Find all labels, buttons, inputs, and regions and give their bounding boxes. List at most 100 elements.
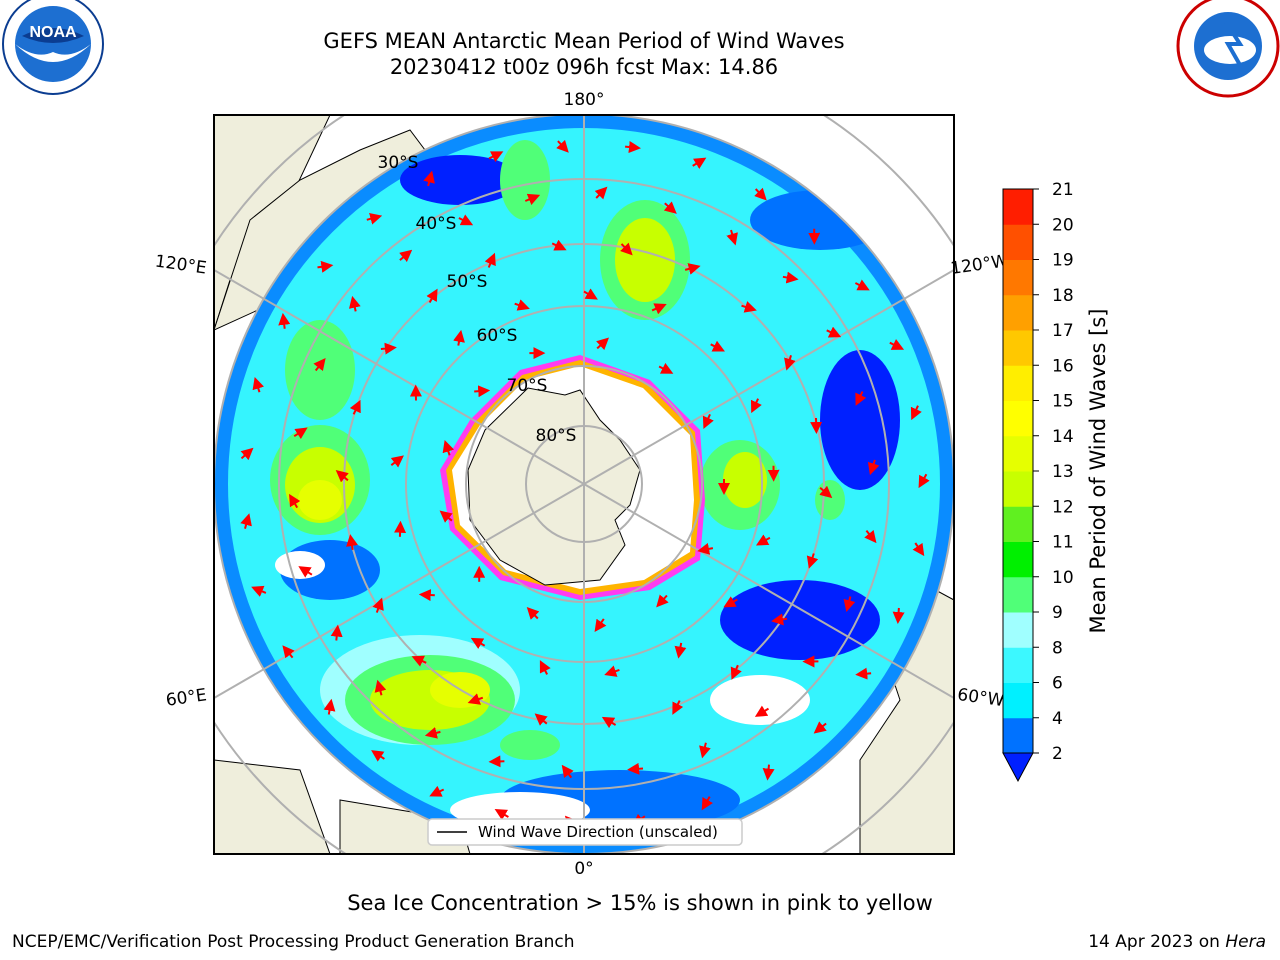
colorbar-tick-label: 11 (1052, 533, 1074, 553)
colorbar-tick-label: 4 (1052, 709, 1063, 729)
wind-wave-arrow (298, 566, 313, 578)
wind-wave-arrow (910, 405, 922, 421)
wind-wave-arrow (374, 679, 387, 696)
wind-wave-arrow (855, 667, 872, 680)
wind-wave-arrow (458, 214, 474, 226)
land-africa (214, 759, 331, 854)
colorbar-tick-label: 10 (1052, 568, 1074, 588)
wind-wave-arrow (467, 693, 484, 705)
wind-wave-arrow (624, 141, 641, 153)
wind-wave-arrow (289, 493, 301, 509)
colorbar-cell (1003, 471, 1033, 507)
wind-wave-arrow (701, 796, 713, 811)
wind-wave-arrow (539, 660, 551, 675)
colorbar-cell (1003, 612, 1033, 648)
wind-wave-arrow (594, 618, 607, 632)
colorbar-cell (1003, 189, 1033, 225)
colorbar-tick-label: 15 (1052, 392, 1074, 412)
wind-wave-arrow (658, 362, 674, 374)
colorbar: 2 4 6 8 9 10 11 12 13 14 15 16 17 18 19 20 21 Mean Perio… (1002, 180, 1110, 783)
lon-label-0: 0° (574, 859, 593, 879)
wind-wave-arrow (771, 613, 788, 626)
credit-right: 14 Apr 2023 on Hera (1088, 932, 1266, 952)
wind-wave-arrow (439, 510, 453, 523)
colorbar-tick-label: 17 (1052, 321, 1074, 341)
wind-wave-arrow (702, 413, 714, 429)
colorbar-cell (1003, 294, 1033, 331)
wind-wave-arrow (488, 151, 504, 163)
wind-wave-arrow (867, 459, 880, 476)
sea-ice-note: Sea Ice Concentration > 15% is shown in … (347, 891, 933, 915)
wind-wave-arrow (604, 665, 620, 677)
colorbar-tick-label: 2 (1052, 744, 1063, 764)
colorbar-label: Mean Period of Wind Waves [s] (1086, 309, 1110, 634)
colorbar-cell (1003, 647, 1033, 683)
wind-wave-arrow (514, 299, 530, 311)
wind-wave-arrow (892, 607, 905, 624)
wind-wave-arrow (583, 288, 598, 300)
wind-wave-arrow (323, 698, 336, 715)
wind-wave-arrow (594, 186, 608, 200)
wind-wave-arrow (426, 288, 438, 303)
wind-wave-arrow (317, 260, 334, 273)
wind-wave-arrow (854, 279, 870, 291)
wind-wave-arrow (663, 201, 677, 214)
colorbar-tick-label: 20 (1052, 215, 1074, 235)
wind-wave-arrow (534, 713, 548, 726)
colorbar-tick-label: 18 (1052, 286, 1074, 306)
lat-label-80s: 80°S (536, 426, 577, 446)
wind-wave-arrow (754, 187, 767, 201)
wind-wave-arrow (526, 606, 540, 620)
wind-wave-arrow (282, 645, 295, 659)
colorbar-tick-label: 16 (1052, 356, 1074, 376)
lon-label-180: 180° (564, 90, 605, 110)
wind-wave-arrow (252, 376, 265, 393)
wind-wave-arrow (556, 139, 569, 153)
wind-wave-arrow (782, 271, 799, 284)
colorbar-tick-label: 6 (1052, 674, 1063, 694)
colorbar-tick-label: 9 (1052, 603, 1063, 623)
wind-wave-arrow (730, 664, 742, 680)
wind-wave-arrow (453, 329, 465, 346)
wind-wave-arrow (723, 596, 738, 608)
lon-label-120w: 120°W (949, 251, 1009, 279)
wind-wave-arrow (390, 455, 404, 468)
credit-date: 14 Apr 2023 on (1088, 932, 1226, 952)
colorbar-cell (1003, 576, 1033, 613)
wind-wave-arrow (494, 808, 509, 821)
wind-wave-arrow (278, 312, 291, 329)
lon-label-60e: 60°E (165, 685, 208, 710)
wind-wave-arrow (411, 655, 427, 667)
wind-wave-arrow (348, 295, 361, 312)
wind-wave-arrow (366, 212, 383, 225)
wind-wave-arrow (755, 534, 771, 546)
wind-wave-arrows (240, 139, 930, 829)
colorbar-cell (1003, 365, 1033, 401)
wind-wave-arrow (620, 242, 633, 256)
colorbar-tick-label: 19 (1052, 251, 1074, 271)
land-antarctica (467, 387, 641, 586)
wind-wave-arrow (442, 439, 455, 456)
credit-left: NCEP/EMC/Verification Post Processing Pr… (12, 932, 575, 952)
wind-wave-arrow (251, 585, 267, 597)
lon-label-120e: 120°E (154, 252, 208, 279)
legend-label: Wind Wave Direction (unscaled) (478, 823, 718, 841)
wind-wave-arrow (741, 301, 757, 313)
wind-wave-arrow (651, 303, 667, 315)
chart-subtitle: 20230412 t00z 096h fcst Max: 14.86 (389, 55, 779, 79)
wind-wave-arrow (335, 470, 349, 483)
colorbar-under-triangle (1002, 752, 1034, 783)
wind-wave-arrow (418, 589, 435, 602)
lon-label-60w: 60°W (956, 685, 1005, 711)
wind-wave-arrow (843, 596, 856, 613)
wind-wave-arrow (399, 249, 413, 263)
wind-wave-arrow (699, 742, 711, 759)
nws-logo (1176, 0, 1280, 98)
colorbar-cell (1003, 400, 1033, 437)
wind-wave-arrow (855, 391, 867, 406)
colorbar-tick-label: 13 (1052, 462, 1074, 482)
wind-wave-arrow (330, 624, 343, 641)
wind-wave-arrow (826, 326, 842, 338)
colorbar-tick-label: 8 (1052, 638, 1063, 658)
wind-wave-arrow (784, 355, 796, 371)
